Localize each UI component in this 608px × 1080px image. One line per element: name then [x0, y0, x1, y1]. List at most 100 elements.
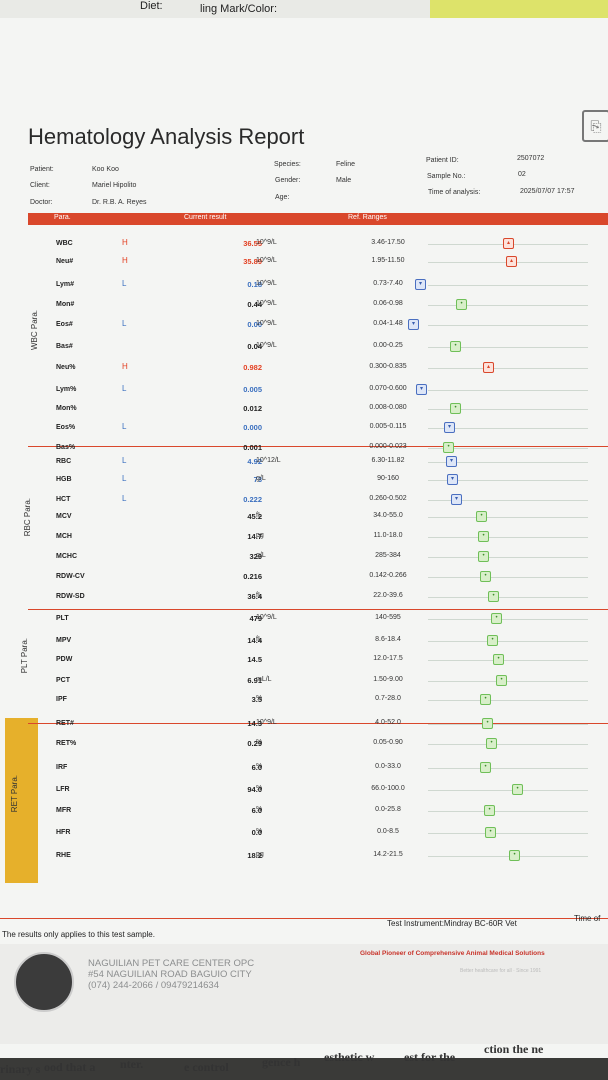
- unit: %: [256, 806, 263, 813]
- header-ref: Ref. Ranges: [348, 214, 387, 221]
- ref-range: 285-384: [375, 552, 401, 559]
- client-label: Client:: [30, 182, 50, 189]
- sample-value: 02: [518, 171, 526, 178]
- range-bar: [428, 537, 588, 538]
- table-row: PLT 479 10^9/L 140-595 •: [28, 611, 608, 629]
- normal-marker-icon: •: [443, 442, 454, 453]
- ref-range: 34.0-55.0: [373, 512, 403, 519]
- diet-label: Diet:: [140, 0, 163, 12]
- range-bar: [428, 700, 588, 701]
- result-value: 6.0: [251, 806, 262, 815]
- normal-marker-icon: •: [488, 591, 499, 602]
- table-row: IRF 6.0% 0.0-33.0 •: [28, 760, 608, 778]
- result-value: 329: [249, 552, 262, 561]
- range-bar: [428, 641, 588, 642]
- result-value: 0.012: [243, 404, 262, 413]
- param-name: HGB: [56, 476, 72, 483]
- ref-range: 4.0-52.0: [375, 719, 401, 726]
- normal-marker-icon: •: [484, 805, 495, 816]
- table-row: Eos% L 0.000 0.005-0.115 ▾: [28, 420, 608, 438]
- group-label-ret: RET Para.: [10, 775, 19, 813]
- normal-marker-icon: •: [450, 403, 461, 414]
- bg-text-8: ction the ne: [484, 1042, 544, 1056]
- normal-marker-icon: •: [478, 531, 489, 542]
- normal-marker-icon: •: [478, 551, 489, 562]
- ref-range: 0.300-0.835: [369, 363, 407, 370]
- patient-id-value: 2507072: [517, 155, 545, 162]
- table-row: RDW-SD 36.4 fL 22.0-39.6 •: [28, 589, 608, 607]
- ref-range: 0.0-33.0: [375, 763, 401, 770]
- unit: %: [256, 763, 263, 770]
- param-name: MFR: [56, 807, 72, 814]
- unit: 10^9/L: [256, 614, 277, 621]
- low-marker-icon: ▾: [415, 279, 426, 290]
- normal-marker-icon: •: [450, 341, 461, 352]
- report-title: Hematology Analysis Report: [28, 124, 305, 149]
- clinic-address: #54 NAGUILIAN ROAD BAGUIO CITY: [88, 969, 252, 980]
- unit: g/L: [256, 552, 266, 559]
- table-row: Neu# H 35.89 10^9/L 1.95-11.50 ▴: [28, 254, 608, 272]
- range-bar: [428, 305, 588, 306]
- range-bar: [428, 480, 588, 481]
- range-bar: [428, 368, 588, 369]
- ref-range: 0.06-0.98: [373, 300, 403, 307]
- header-para: Para.: [54, 214, 71, 221]
- range-bar: [428, 597, 588, 598]
- param-name: PCT: [56, 677, 70, 684]
- ref-range: 66.0-100.0: [371, 785, 405, 792]
- footer-note: The results only applies to this test sa…: [2, 930, 155, 939]
- param-name: Bas%: [56, 444, 76, 451]
- result-value: 0.04: [247, 342, 262, 351]
- table-row: RET% 0.29% 0.05-0.90 •: [28, 736, 608, 754]
- ref-range: 140-595: [375, 614, 401, 621]
- patient-id-label: Patient ID:: [426, 157, 459, 164]
- unit: 10^12/L: [256, 457, 281, 464]
- ref-range: 0.04-1.48: [373, 320, 403, 327]
- range-bar: [428, 347, 588, 348]
- ref-range: 0.260-0.502: [369, 495, 407, 502]
- table-row: MCV 45.2 fL 34.0-55.0 •: [28, 509, 608, 527]
- low-marker-icon: ▾: [447, 474, 458, 485]
- param-name: PLT: [56, 615, 69, 622]
- param-name: Lym#: [56, 281, 75, 288]
- range-bar: [428, 285, 588, 286]
- result-value: 3.5: [251, 695, 262, 704]
- bg-text-2: ood that a: [44, 1060, 96, 1074]
- mark-label: ling Mark/Color:: [200, 3, 278, 15]
- param-name: Lym%: [56, 386, 77, 393]
- param-name: Neu#: [56, 258, 74, 265]
- param-name: RBC: [56, 458, 72, 465]
- high-marker-icon: ▴: [503, 238, 514, 249]
- param-name: Neu%: [56, 364, 76, 371]
- table-row: RBC L 4.92 10^12/L 6.30-11.82 ▾: [28, 454, 608, 472]
- ref-range: 14.2-21.5: [373, 851, 403, 858]
- param-name: MCV: [56, 513, 72, 520]
- unit: pg: [256, 532, 264, 539]
- normal-marker-icon: •: [476, 511, 487, 522]
- param-name: RDW-SD: [56, 593, 85, 600]
- param-name: Mon#: [56, 301, 75, 308]
- result-value: 4.92: [247, 457, 262, 466]
- range-bar: [428, 660, 588, 661]
- table-row: MCH 14.7 pg 11.0-18.0 •: [28, 529, 608, 547]
- species-value: Feline: [336, 161, 356, 168]
- ref-range: 90-160: [377, 475, 399, 482]
- result-value: 6.91: [247, 676, 262, 685]
- gender-value: Male: [336, 177, 352, 184]
- header-current: Current result: [184, 214, 227, 221]
- param-name: Mon%: [56, 405, 77, 412]
- param-name: MCH: [56, 533, 72, 540]
- result-value: 35.89: [243, 257, 262, 266]
- section-divider: [28, 609, 608, 610]
- result-value: 0.005: [243, 385, 262, 394]
- ref-range: 8.6-18.4: [375, 636, 401, 643]
- ref-range: 0.05-0.90: [373, 739, 403, 746]
- ref-range: 0.7-28.0: [375, 695, 401, 702]
- ref-range: 0.0-25.8: [375, 806, 401, 813]
- unit: %: [256, 739, 263, 746]
- normal-marker-icon: •: [512, 784, 523, 795]
- bg-text-6: esthetic w: [324, 1050, 375, 1064]
- table-row: Eos# L 0.00 10^9/L 0.04-1.48 ▾: [28, 317, 608, 335]
- clinic-phone: (074) 244-2066 / 09479214634: [88, 980, 220, 991]
- normal-marker-icon: •: [493, 654, 504, 665]
